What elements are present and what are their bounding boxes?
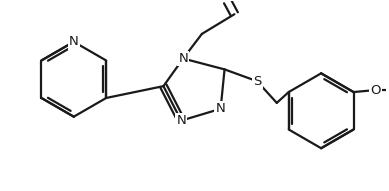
Text: N: N <box>216 102 226 115</box>
Text: N: N <box>176 114 186 127</box>
Text: S: S <box>253 75 261 88</box>
Text: O: O <box>370 84 380 97</box>
Text: N: N <box>178 52 188 65</box>
Text: N: N <box>69 35 79 48</box>
